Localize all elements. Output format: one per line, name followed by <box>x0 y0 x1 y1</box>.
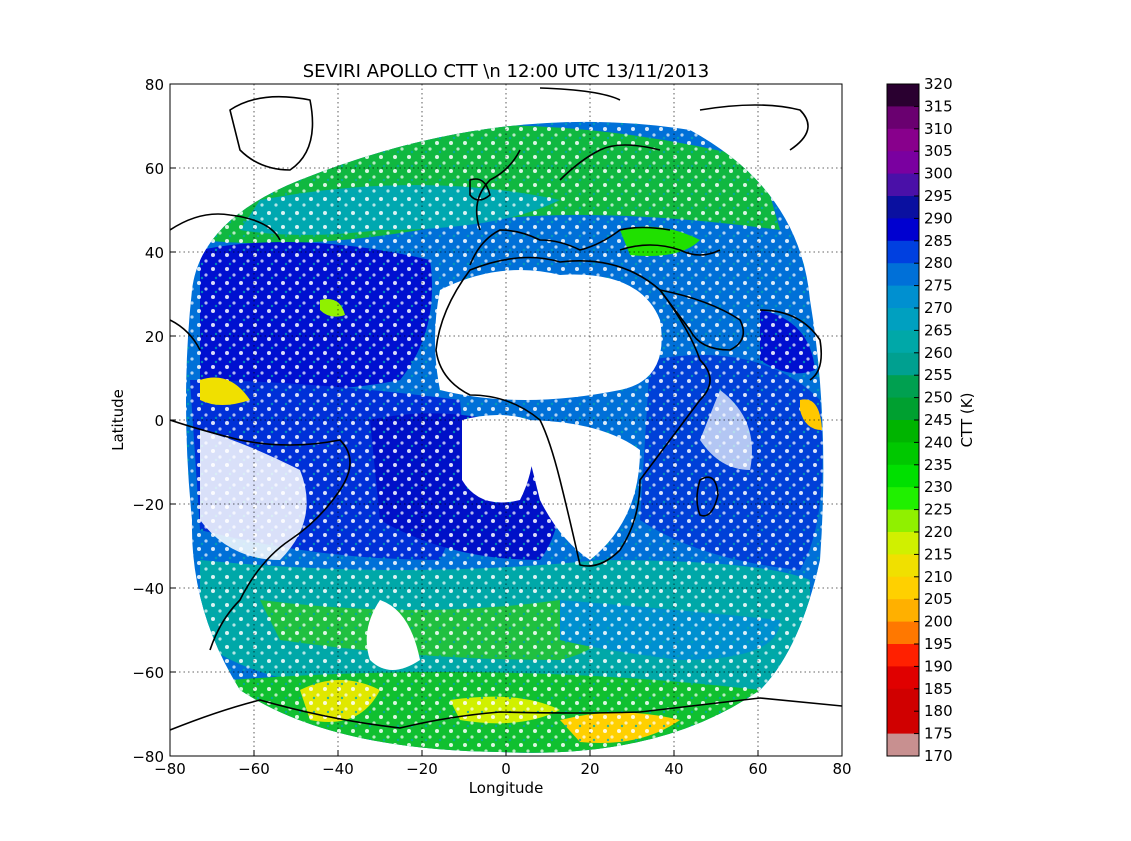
x-tick-label: 20 <box>580 760 599 778</box>
colorbar-swatch <box>887 532 919 555</box>
y-tick-label: −40 <box>132 580 164 598</box>
colorbar-tick-label: 200 <box>924 613 953 631</box>
y-tick-label: 40 <box>145 244 164 262</box>
x-tick-label: −40 <box>322 760 354 778</box>
colorbar-swatch <box>887 151 919 175</box>
y-tick-label: −80 <box>132 748 164 766</box>
x-tick-label: −20 <box>406 760 438 778</box>
y-tick-label: 60 <box>145 160 164 178</box>
colorbar-ticks: 320 315 310 305 300 295 290 285 280 275 270 265 260 2… <box>914 75 953 765</box>
colorbar-tick-label: 315 <box>924 97 953 115</box>
map-panel <box>170 84 842 756</box>
colorbar-label: CTT (K) <box>958 393 976 448</box>
y-tick-label: 20 <box>145 328 164 346</box>
y-tick-label: 0 <box>154 412 164 430</box>
colorbar-swatch <box>887 733 919 757</box>
x-tick-label: 80 <box>832 760 851 778</box>
colorbar-swatch <box>887 644 919 667</box>
colorbar-swatch <box>887 218 919 242</box>
colorbar-swatch <box>887 308 919 331</box>
colorbar-swatch <box>887 688 919 712</box>
x-tick-label: −60 <box>238 760 270 778</box>
x-tick-label: 40 <box>664 760 683 778</box>
colorbar-swatch <box>887 487 919 511</box>
colorbar-swatch <box>887 554 919 578</box>
colorbar-tick-label: 180 <box>924 702 953 720</box>
coastlines <box>170 87 842 731</box>
colorbar-tick-label: 210 <box>924 568 953 586</box>
colorbar-swatch <box>887 173 919 197</box>
colorbar-tick-label: 265 <box>924 321 953 339</box>
colorbar-swatch <box>887 375 919 399</box>
colorbar-tick-label: 235 <box>924 456 953 474</box>
x-axis-label: Longitude <box>469 779 544 797</box>
colorbar-swatch <box>887 330 919 354</box>
colorbar-tick-label: 195 <box>924 635 953 653</box>
colorbar-swatch <box>887 397 919 421</box>
colorbar-swatch <box>887 285 919 309</box>
colorbar-swatch <box>887 711 919 735</box>
colorbar-tick-label: 285 <box>924 232 953 250</box>
colorbar-swatch <box>887 666 919 690</box>
colorbar-tick-label: 310 <box>924 120 953 138</box>
x-tick-labels: −80 −60 −40 −20 0 20 40 60 80 <box>154 760 851 778</box>
colorbar-swatch <box>887 576 919 600</box>
colorbar-tick-label: 250 <box>924 389 953 407</box>
colorbar-tick-label: 175 <box>924 725 953 743</box>
colorbar-swatch <box>887 84 919 107</box>
x-tick-label: 60 <box>748 760 767 778</box>
colorbar-tick-label: 185 <box>924 680 953 698</box>
colorbar-tick-label: 260 <box>924 344 953 362</box>
colorbar-swatch <box>887 128 919 152</box>
colorbar-tick-label: 255 <box>924 366 953 384</box>
y-tick-labels: 80 60 40 20 0 −20 −40 −60 −80 <box>132 76 164 766</box>
colorbar-tick-label: 225 <box>924 501 953 519</box>
colorbar-tick-label: 230 <box>924 478 953 496</box>
colorbar-tick-label: 220 <box>924 523 953 541</box>
colorbar-swatch <box>887 240 919 264</box>
colorbar-swatch <box>887 599 919 623</box>
colorbar-swatch <box>887 420 919 443</box>
colorbar-tick-label: 205 <box>924 590 953 608</box>
colorbar-swatches <box>887 84 919 757</box>
clear-sky-sahara <box>435 270 662 400</box>
colorbar-tick-label: 190 <box>924 657 953 675</box>
colorbar-tick-label: 245 <box>924 411 953 429</box>
tick-marks <box>170 167 759 756</box>
y-axis-label: Latitude <box>109 389 127 451</box>
colorbar-tick-label: 270 <box>924 299 953 317</box>
x-tick-label: 0 <box>501 760 511 778</box>
colorbar-tick-label: 170 <box>924 747 953 765</box>
colorbar-swatch <box>887 263 919 287</box>
colorbar-tick-label: 320 <box>924 75 953 93</box>
plot-title: SEVIRI APOLLO CTT \n 12:00 UTC 13/11/201… <box>303 61 710 82</box>
colorbar-tick-label: 240 <box>924 433 953 451</box>
colorbar-tick-label: 305 <box>924 142 953 160</box>
colorbar-swatch <box>887 464 919 488</box>
colorbar-swatch <box>887 106 919 130</box>
colorbar-tick-label: 280 <box>924 254 953 272</box>
colorbar-swatch <box>887 352 919 376</box>
ctt-field <box>186 121 824 753</box>
x-tick-label: −80 <box>154 760 186 778</box>
colorbar-tick-label: 275 <box>924 277 953 295</box>
colorbar-tick-label: 290 <box>924 209 953 227</box>
colorbar-tick-label: 295 <box>924 187 953 205</box>
y-tick-label: 80 <box>145 76 164 94</box>
colorbar-tick-label: 215 <box>924 545 953 563</box>
y-tick-label: −20 <box>132 496 164 514</box>
colorbar-tick-label: 300 <box>924 165 953 183</box>
y-tick-label: −60 <box>132 664 164 682</box>
colorbar: 320 315 310 305 300 295 290 285 280 275 270 265 260 2… <box>886 75 976 765</box>
colorbar-swatch <box>887 442 919 466</box>
colorbar-swatch <box>887 196 919 219</box>
colorbar-swatch <box>887 621 919 645</box>
colorbar-swatch <box>887 509 919 533</box>
